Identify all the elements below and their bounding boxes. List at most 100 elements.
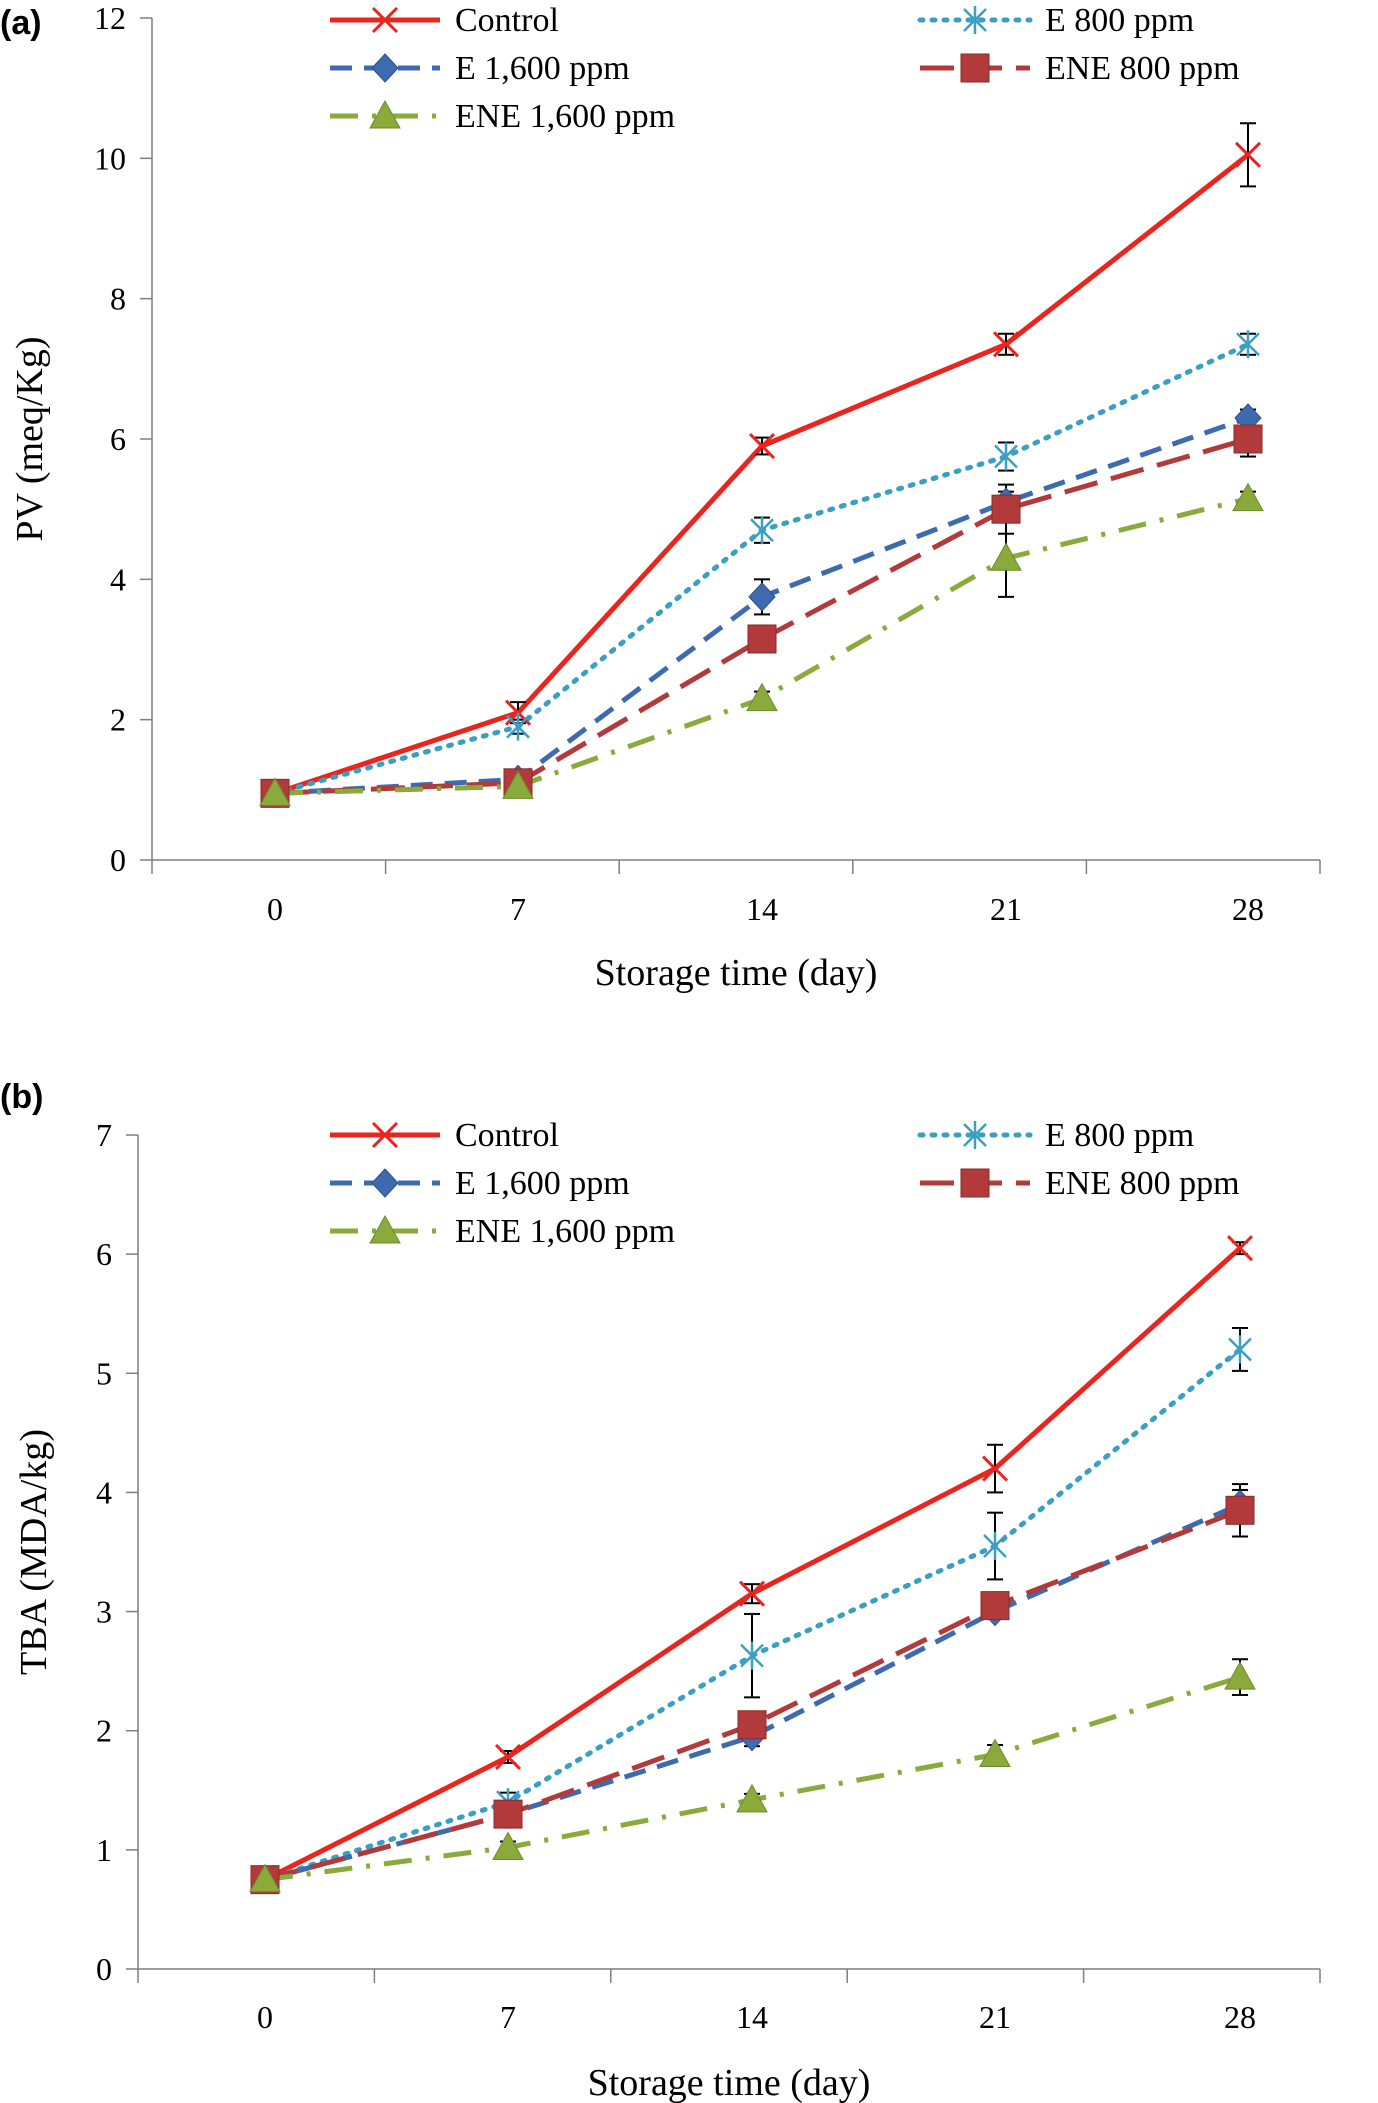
data-point <box>494 1743 522 1770</box>
data-point <box>991 494 1021 524</box>
legend-item: ENE 800 ppm <box>920 1165 1240 1202</box>
y-tick-label: 1 <box>96 1832 112 1868</box>
legend-item: E 800 ppm <box>917 1117 1194 1154</box>
data-point <box>746 682 778 712</box>
legend-marker <box>371 53 399 83</box>
series-line-3 <box>274 436 1249 796</box>
legend-label: ENE 1,600 ppm <box>455 98 675 135</box>
x-tick-label: 21 <box>979 1999 1011 2035</box>
data-point <box>259 777 291 806</box>
legend-marker <box>371 1168 399 1198</box>
y-tick-label: 12 <box>94 0 126 36</box>
data-point <box>736 1783 768 1813</box>
legend-label: Control <box>455 1117 559 1154</box>
legend-marker <box>963 6 987 34</box>
series-line-1 <box>272 341 1251 796</box>
panel-label: (b) <box>0 1078 43 1116</box>
data-point <box>748 432 776 460</box>
legend-marker <box>960 1168 990 1198</box>
legend-item: Control <box>330 1117 559 1154</box>
x-tick-label: 7 <box>510 891 526 927</box>
legend-label: E 800 ppm <box>1045 2 1194 39</box>
series-line-4 <box>264 1674 1241 1883</box>
data-point <box>750 516 774 545</box>
data-point <box>493 1799 523 1829</box>
data-point <box>983 1532 1007 1561</box>
data-point <box>492 1831 524 1860</box>
legend-label: ENE 800 ppm <box>1045 1165 1240 1202</box>
data-point <box>1236 330 1260 359</box>
data-point <box>980 1591 1010 1621</box>
data-point <box>1226 1235 1254 1262</box>
legend-item: ENE 1,600 ppm <box>330 1213 675 1250</box>
data-point <box>981 1455 1009 1482</box>
x-tick-label: 0 <box>267 891 283 927</box>
legend-label: Control <box>455 2 559 39</box>
data-point <box>992 331 1020 358</box>
data-point <box>506 712 530 741</box>
legend-label: E 1,600 ppm <box>455 1165 630 1202</box>
y-tick-label: 0 <box>110 842 126 878</box>
data-point <box>747 624 777 654</box>
legend-marker <box>960 53 990 83</box>
x-axis-title: Storage time (day) <box>595 952 878 994</box>
x-tick-label: 7 <box>500 1999 516 2035</box>
legend-label: E 1,600 ppm <box>455 50 630 87</box>
y-tick-label: 0 <box>96 1951 112 1987</box>
legend-label: E 800 ppm <box>1045 1117 1194 1154</box>
data-point <box>990 542 1022 571</box>
y-axis-title: PV (meq/Kg) <box>9 336 51 541</box>
y-tick-label: 10 <box>94 140 126 176</box>
data-point <box>1228 1335 1252 1364</box>
x-tick-label: 21 <box>990 891 1022 927</box>
data-point <box>1225 1495 1255 1525</box>
x-tick-label: 0 <box>257 1999 273 2035</box>
data-point <box>738 1580 766 1607</box>
legend-marker <box>371 6 399 34</box>
legend-item: E 1,600 ppm <box>330 50 630 87</box>
data-point <box>504 699 532 726</box>
legend-marker <box>371 1121 399 1149</box>
data-point <box>740 1641 764 1670</box>
legend-item: Control <box>330 2 559 39</box>
x-axis-title: Storage time (day) <box>588 2062 871 2103</box>
y-tick-label: 4 <box>96 1474 112 1510</box>
data-point <box>737 1710 767 1740</box>
data-point <box>979 1738 1011 1768</box>
data-point <box>1233 424 1263 454</box>
legend-marker <box>369 99 401 129</box>
data-point <box>748 582 776 612</box>
x-tick-label: 14 <box>746 891 778 927</box>
y-tick-label: 5 <box>96 1355 112 1391</box>
legend-item: ENE 800 ppm <box>920 50 1240 87</box>
legend-label: ENE 1,600 ppm <box>455 1213 675 1250</box>
panel-b: 0 1 2 3 4 5 6 7 0 7 14 21 28 Storage time (day) TBA (M… <box>0 1078 1321 2103</box>
legend-marker <box>369 1214 401 1244</box>
y-tick-label: 2 <box>96 1713 112 1749</box>
data-point <box>1224 1661 1256 1690</box>
y-tick-label: 2 <box>110 702 126 738</box>
legend-item: E 800 ppm <box>917 2 1194 39</box>
y-tick-label: 6 <box>110 421 126 457</box>
data-point <box>1234 141 1262 168</box>
legend-label: ENE 800 ppm <box>1045 50 1240 87</box>
data-point <box>502 770 534 799</box>
y-tick-label: 4 <box>110 561 126 597</box>
panel-a: 0 2 4 6 8 10 12 0 7 14 21 28 Storage time (day) PV (m… <box>0 0 1321 994</box>
y-axis-title: TBA (MDA/kg) <box>13 1429 55 1675</box>
legend-marker <box>963 1121 987 1149</box>
x-tick-label: 28 <box>1224 1999 1256 2035</box>
legend-item: ENE 1,600 ppm <box>330 98 675 135</box>
y-tick-label: 6 <box>96 1236 112 1272</box>
y-tick-label: 8 <box>110 281 126 317</box>
x-tick-label: 28 <box>1232 891 1264 927</box>
x-tick-label: 14 <box>736 1999 768 2035</box>
data-point <box>1232 482 1264 512</box>
data-point <box>249 1863 281 1893</box>
legend-item: E 1,600 ppm <box>330 1165 630 1202</box>
y-tick-label: 7 <box>96 1117 112 1153</box>
panel-label: (a) <box>0 4 42 42</box>
data-point <box>994 442 1018 471</box>
y-tick-label: 3 <box>96 1594 112 1630</box>
